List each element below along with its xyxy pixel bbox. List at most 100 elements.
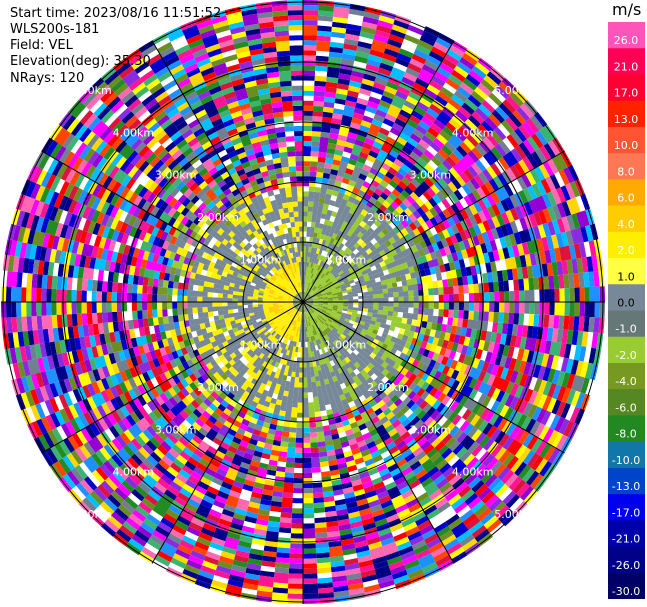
ray — [78, 302, 303, 516]
ray — [303, 302, 454, 572]
ray — [165, 26, 303, 302]
ray — [33, 151, 303, 302]
range-ring-label: 4.00km — [113, 466, 155, 479]
ray — [303, 302, 397, 594]
ray — [303, 302, 335, 604]
range-ring-label: 2.00km — [367, 381, 409, 394]
ray — [7, 302, 303, 381]
colorbar-tick-label: -1.0 — [615, 323, 636, 336]
ray — [303, 6, 382, 302]
ray — [152, 32, 303, 302]
ray — [68, 99, 303, 302]
ray — [303, 137, 565, 302]
ray — [0, 302, 303, 318]
ray — [271, 302, 303, 604]
ray — [303, 302, 481, 556]
ray — [303, 302, 382, 598]
colorbar-tick-label: 13.0 — [614, 113, 639, 126]
range-ring-label: 4.00km — [452, 466, 494, 479]
ray — [303, 302, 517, 527]
ray — [303, 302, 319, 605]
colorbar-tick-label: 2.0 — [617, 244, 635, 257]
ray — [303, 57, 494, 302]
colorbar-tick-label: 21.0 — [614, 61, 639, 74]
ray — [287, 0, 303, 302]
ray — [15, 193, 303, 302]
colorbar-tick-label: -10.0 — [612, 454, 640, 467]
ray — [303, 48, 481, 302]
colorbar-tick-label: 4.0 — [617, 218, 635, 231]
ray — [287, 302, 303, 605]
range-ring-label: 2.00km — [197, 211, 239, 224]
ray — [303, 302, 591, 411]
ray — [27, 164, 303, 302]
colorbar-tick-label: -21.0 — [612, 533, 640, 546]
ray — [303, 302, 565, 467]
ray — [89, 302, 303, 527]
ray — [240, 3, 303, 302]
ray — [165, 302, 303, 578]
ray — [303, 302, 412, 590]
ray — [303, 302, 426, 584]
colorbar-tick-label: -30.0 — [612, 585, 640, 598]
range-ring-label: 4.00km — [113, 126, 155, 139]
ray — [100, 302, 303, 537]
colorbar-tick-label: 26.0 — [614, 34, 639, 47]
ray — [303, 193, 591, 302]
colorbar-tick-label: 1.0 — [617, 270, 635, 283]
ray — [152, 302, 303, 572]
colorbar: 26.0 21.0 17.0 13.0 10.0 8.0 6.0 4.0 2.0 1.0 0.0 -1… — [608, 22, 645, 599]
colorbar-swatch — [608, 336, 645, 364]
colorbar-swatch — [608, 520, 645, 548]
colorbar-tick-label: -26.0 — [612, 559, 640, 572]
ray — [303, 0, 319, 302]
colorbar-tick-label: -17.0 — [612, 506, 640, 519]
ray — [49, 302, 303, 480]
ray — [303, 223, 599, 302]
colorbar-swatch — [608, 258, 645, 285]
ray — [21, 302, 303, 425]
nrays-label: NRays: 120 — [10, 71, 85, 86]
ray — [112, 57, 303, 302]
colorbar-swatch — [608, 22, 645, 49]
colorbar-swatch — [608, 284, 645, 311]
ray — [11, 302, 303, 396]
ray — [303, 302, 366, 601]
ray — [303, 302, 604, 350]
ray — [240, 302, 303, 601]
colorbar-swatch — [608, 546, 645, 574]
ray — [224, 6, 303, 302]
ray — [2, 302, 303, 350]
colorbar-tick-label: 10.0 — [614, 139, 639, 152]
ray — [27, 302, 303, 440]
field-label: Field: VEL — [10, 38, 73, 53]
azimuth-line — [151, 40, 455, 564]
colorbar-tick-label: -13.0 — [612, 480, 640, 493]
range-ring-label: 3.00km — [155, 423, 197, 436]
colorbar-unit: m/s — [612, 0, 642, 19]
ray — [303, 302, 468, 564]
elevation-label: Elevation(deg): 35.30 — [10, 54, 151, 69]
ray — [209, 10, 303, 302]
ray — [33, 302, 303, 453]
range-ring-label: 1.00km — [240, 254, 282, 267]
ray — [303, 302, 605, 334]
colorbar-swatch — [608, 100, 645, 128]
ray — [255, 302, 303, 603]
colorbar-swatch — [608, 494, 645, 521]
ray — [2, 254, 303, 302]
ray — [303, 67, 506, 302]
ray — [303, 14, 412, 302]
ray — [7, 223, 303, 302]
instrument-label: WLS200s-181 — [10, 22, 100, 37]
range-ring-label: 3.00km — [155, 169, 197, 182]
ray — [303, 164, 579, 302]
ray — [180, 302, 303, 584]
ray — [1, 302, 303, 334]
colorbar-swatch — [608, 74, 645, 102]
ray — [41, 302, 303, 467]
ray — [58, 302, 303, 493]
ray — [303, 302, 606, 318]
range-ring-label: 5.00km — [70, 84, 112, 97]
start-time-label: Start time: 2023/08/16 11:51:52 — [10, 6, 222, 21]
